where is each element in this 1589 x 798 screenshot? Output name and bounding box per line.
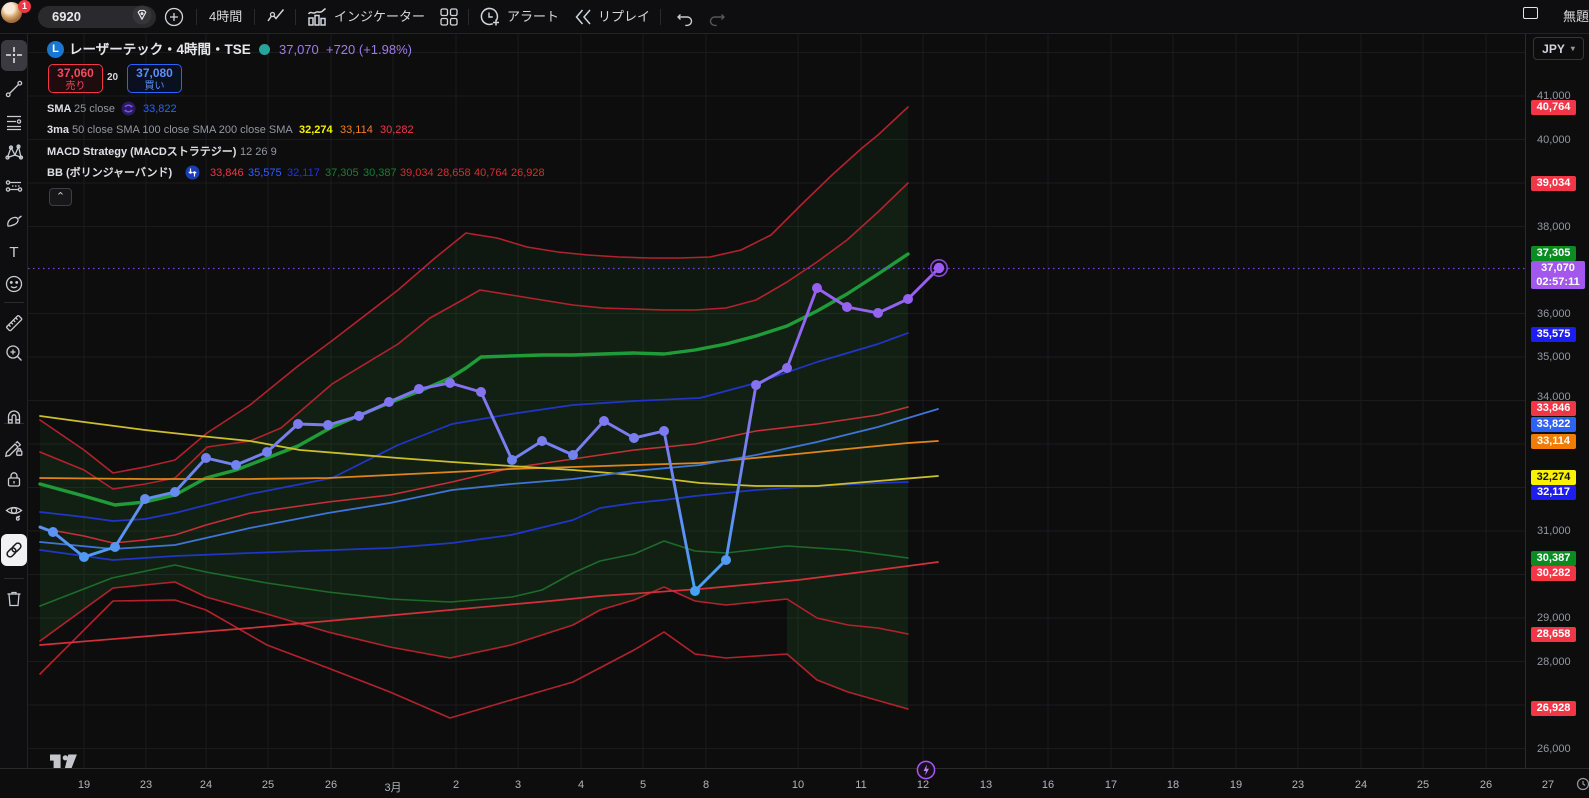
svg-text:T: T [9,244,18,261]
